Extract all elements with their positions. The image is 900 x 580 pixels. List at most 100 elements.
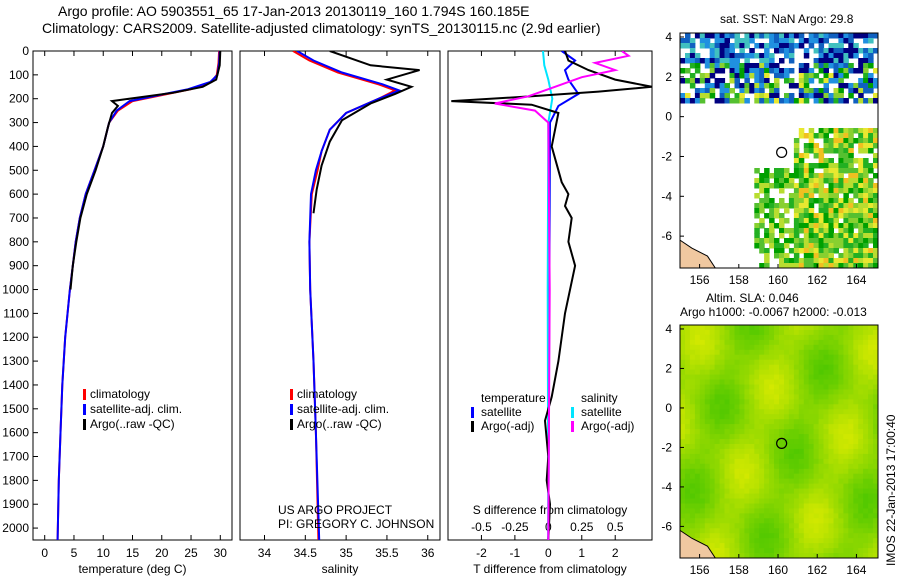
legend-title: temperature [481, 391, 546, 405]
map-cell [808, 399, 815, 405]
map-cell [793, 243, 800, 249]
map-cell [848, 178, 854, 184]
map-cell [754, 354, 760, 361]
map-cell [739, 488, 745, 495]
map-cell [744, 73, 750, 79]
map-cell [818, 439, 825, 445]
map-cell [853, 68, 859, 74]
map-cell [709, 468, 716, 475]
map-cell [793, 248, 800, 254]
map-cell [774, 349, 780, 356]
map-cell [685, 458, 691, 465]
map-cell [808, 468, 815, 475]
x-tick-label: 35.5 [375, 546, 399, 560]
map-cell [694, 488, 701, 495]
map-cell [788, 68, 795, 74]
map-cell [818, 243, 825, 249]
map-cell [709, 394, 716, 400]
map-cell [699, 538, 706, 544]
map-cell [823, 253, 829, 259]
map-cell [764, 548, 770, 554]
map-cell [808, 163, 815, 169]
map-cell [754, 419, 760, 425]
map-cell [803, 263, 810, 269]
map-cell [843, 258, 849, 264]
map-cell [774, 168, 780, 174]
map-cell [808, 369, 815, 376]
map-cell [828, 513, 834, 519]
map-cell [734, 63, 740, 69]
map-cell [689, 448, 696, 455]
map-cell [853, 188, 859, 194]
map-cell [788, 369, 795, 376]
map-cell [828, 78, 834, 84]
map-cell [828, 158, 834, 164]
map-cell [868, 263, 874, 269]
map-cell [724, 424, 730, 430]
map-cell [868, 133, 874, 139]
map-cell [823, 394, 829, 400]
map-cell [769, 208, 775, 214]
map-cell [709, 73, 716, 79]
map-cell [803, 173, 810, 179]
sla-map-title: Altim. SLA: 0.046 [706, 291, 799, 305]
map-cell [868, 533, 874, 539]
map-cell [813, 448, 820, 455]
map-cell [754, 339, 760, 346]
map-cell [739, 414, 745, 420]
map-cell [704, 493, 711, 500]
map-cell [823, 263, 829, 269]
map-cell [798, 483, 805, 490]
map-cell [685, 78, 691, 84]
map-cell [813, 458, 820, 465]
map-cell [828, 518, 834, 524]
map-cell [798, 463, 805, 470]
map-cell [813, 404, 820, 410]
map-cell [719, 349, 726, 356]
map-cell [823, 374, 829, 381]
map-cell [798, 468, 805, 475]
map-cell [719, 528, 726, 534]
map-cell [803, 168, 810, 174]
map-cell [793, 188, 800, 194]
map-cell [793, 453, 800, 460]
map-cell [838, 414, 844, 420]
map-cell [838, 98, 844, 104]
map-cell [848, 203, 854, 209]
map-cell [803, 379, 810, 385]
map-cell [793, 434, 800, 440]
map-cell [779, 528, 785, 534]
map-cell [704, 384, 711, 390]
map-cell [823, 193, 829, 199]
y-tick-label: 600 [9, 187, 29, 201]
map-cell [863, 344, 869, 351]
map-cell [680, 68, 686, 74]
map-cell [818, 458, 825, 465]
map-cell [729, 473, 735, 480]
map-cell [734, 73, 740, 79]
x2-tick-label: -0.25 [501, 520, 529, 534]
map-cell [709, 374, 716, 381]
map-cell [843, 349, 849, 356]
map-cell [828, 63, 834, 69]
map-cell [868, 429, 874, 435]
map-cell [823, 213, 829, 219]
map-cell [744, 518, 750, 524]
map-cell [798, 198, 805, 204]
map-cell [798, 543, 805, 549]
map-cell [749, 434, 755, 440]
map-cell [868, 48, 874, 54]
map-cell [858, 158, 864, 164]
map-cell [823, 439, 829, 445]
map-cell [709, 533, 716, 539]
y-tick-label: -6 [661, 519, 672, 533]
map-cell [848, 394, 854, 400]
map-cell [873, 389, 879, 395]
map-cell [744, 538, 750, 544]
map-cell [719, 538, 726, 544]
map-cell [774, 458, 780, 465]
x-tick-label: 5 [71, 546, 78, 560]
map-cell [784, 183, 790, 189]
map-cell [828, 488, 834, 495]
map-cell [680, 43, 686, 49]
